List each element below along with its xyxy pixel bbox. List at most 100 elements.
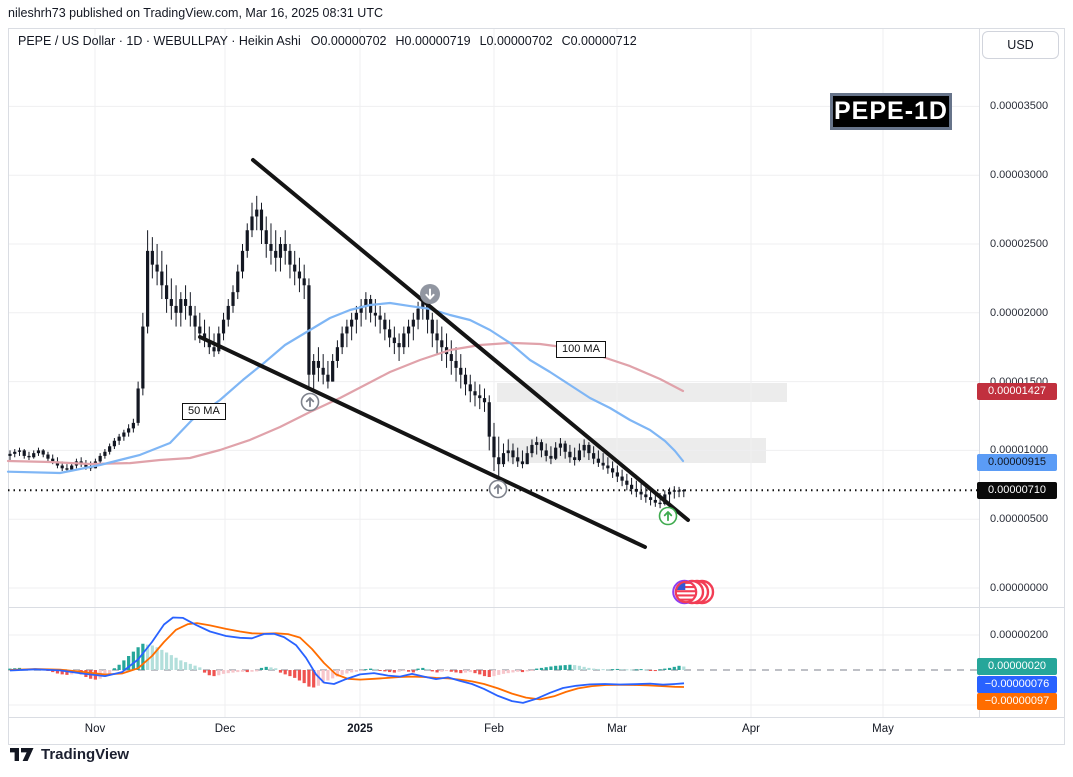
candle-body: [373, 312, 377, 316]
watermark-pepe-1d[interactable]: PEPE-1D: [830, 93, 952, 130]
macd-histogram-bar: [226, 670, 230, 674]
macd-histogram-bar: [497, 670, 501, 675]
upper-trendline[interactable]: [251, 158, 690, 522]
macd-histogram-bar: [331, 670, 335, 679]
macd-histogram-bar: [435, 670, 439, 673]
candle-body: [146, 250, 150, 327]
candle-body: [658, 502, 662, 505]
time-scale[interactable]: Nov Dec 2025 Feb Mar Apr May: [8, 717, 1065, 745]
candle-body: [164, 285, 169, 300]
candle-body: [112, 440, 116, 447]
symbol-title[interactable]: PEPE / US Dollar · 1D · WEBULLPAY · Heik…: [18, 34, 301, 48]
candle-body: [568, 451, 572, 458]
time-axis-label: Nov: [84, 723, 106, 735]
price-tick-label: 0.00001000: [990, 444, 1049, 457]
candle-body: [122, 432, 126, 437]
macd-histogram-bar: [677, 665, 681, 670]
macd-histogram-bar: [321, 670, 325, 684]
price-scale[interactable]: 0.00003500 0.00003000 0.00002500 0.00002000…: [977, 28, 1069, 717]
macd-histogram-bar: [383, 670, 387, 672]
candle-body: [639, 491, 643, 495]
supply-zone-upper[interactable]: [497, 383, 787, 402]
candle-body: [60, 465, 64, 469]
buy-signal-marker-1[interactable]: [300, 392, 320, 412]
candle-body: [454, 360, 458, 368]
candle-body: [326, 374, 330, 382]
candle-body: [411, 319, 415, 327]
candle-body: [592, 453, 596, 459]
macd-histogram-bar: [350, 670, 354, 673]
candlestick-series[interactable]: [8, 195, 686, 509]
candle-body: [98, 455, 102, 462]
macd-histogram-bar: [250, 670, 254, 672]
macd-hist-label: 0.00000020: [977, 658, 1057, 675]
arrow-up-glyph: [663, 511, 673, 522]
macd-histogram-bar: [392, 670, 396, 673]
macd-histogram-bar: [663, 668, 667, 670]
candle-body: [525, 453, 529, 465]
candle-body: [221, 319, 226, 334]
macd-signal-label: −0.00000097: [977, 693, 1057, 710]
macd-histogram-bar: [155, 647, 159, 670]
macd-histogram-bar: [174, 657, 178, 670]
macd-histogram-bar: [421, 667, 425, 670]
candle-body: [354, 312, 358, 320]
candle-body: [236, 271, 240, 293]
macd-histogram-bar: [454, 670, 458, 673]
price-tick-label: 0.00000000: [990, 582, 1049, 594]
currency-button[interactable]: USD: [982, 31, 1059, 59]
macd-histogram-bar: [164, 652, 169, 670]
macd-histogram-bar: [577, 665, 581, 670]
candle-body: [207, 340, 211, 348]
candle-body: [606, 465, 610, 469]
candle-body: [506, 450, 510, 454]
candle-body: [65, 468, 69, 470]
macd-histogram-bar: [51, 670, 55, 673]
buy-signal-marker-2[interactable]: [488, 479, 508, 499]
candle-body: [511, 450, 515, 458]
candle-body: [188, 305, 192, 316]
ma50-line[interactable]: [6, 301, 685, 475]
tradingview-logo[interactable]: TradingView: [10, 746, 129, 763]
macd-histogram-bar: [288, 670, 292, 677]
candle-body: [416, 308, 420, 320]
macd-histogram-bar: [558, 665, 563, 670]
macd-histogram-bar: [430, 670, 434, 672]
sell-signal-marker[interactable]: [420, 284, 440, 304]
candle-body: [573, 457, 577, 461]
candle-body: [497, 457, 501, 465]
candle-body: [183, 299, 188, 306]
macd-histogram-bar: [530, 670, 534, 671]
candle-body: [544, 450, 548, 456]
lower-trendline[interactable]: [198, 335, 647, 549]
macd-histogram-bar: [108, 670, 112, 675]
macd-histogram-bar: [639, 669, 643, 671]
macd-tick-label: 0.00000200: [990, 629, 1049, 641]
macd-histogram-bar: [511, 670, 515, 673]
candle-body: [430, 319, 434, 334]
candle-body: [435, 333, 439, 341]
ma100-label[interactable]: 100 MA: [556, 341, 606, 358]
us-flag-marker[interactable]: [672, 579, 715, 605]
price-tick-label: 0.00002500: [990, 238, 1049, 250]
ma50-label[interactable]: 50 MA: [182, 403, 226, 420]
macd-histogram-bar: [202, 670, 207, 673]
macd-histogram-bar: [378, 670, 382, 671]
macd-histogram-bar: [672, 666, 676, 670]
candle-body: [127, 428, 131, 433]
long-entry-marker[interactable]: [658, 506, 678, 526]
macd-histogram-bar: [198, 667, 202, 670]
candle-body: [402, 333, 406, 348]
candle-body: [259, 209, 264, 231]
candle-body: [473, 391, 477, 396]
macd-indicator[interactable]: [8, 616, 978, 704]
macd-histogram-bar: [131, 651, 135, 670]
macd-histogram-bar: [221, 670, 226, 674]
macd-histogram-bar: [411, 670, 415, 673]
macd-histogram-bar: [444, 670, 449, 672]
symbol-header[interactable]: PEPE / US Dollar · 1D · WEBULLPAY · Heik…: [18, 34, 646, 48]
ma100-price-label: 0.00001427: [977, 383, 1057, 401]
candle-body: [530, 444, 534, 454]
